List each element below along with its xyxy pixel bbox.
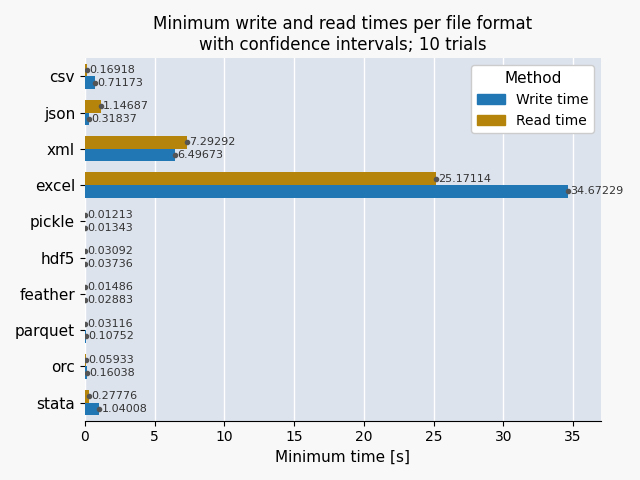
Legend: Write time, Read time: Write time, Read time <box>472 65 594 133</box>
Bar <box>85 136 187 149</box>
Text: 0.71173: 0.71173 <box>97 78 143 88</box>
Text: 0.27776: 0.27776 <box>91 391 137 401</box>
Text: 0.01213: 0.01213 <box>87 210 133 220</box>
Bar <box>85 185 568 198</box>
Text: 0.31837: 0.31837 <box>92 114 137 124</box>
Bar <box>85 112 90 125</box>
Bar <box>85 172 436 185</box>
Bar <box>85 63 87 76</box>
Text: 34.67229: 34.67229 <box>571 186 624 196</box>
Bar <box>85 330 86 343</box>
Title: Minimum write and read times per file format
with confidence intervals; 10 trial: Minimum write and read times per file fo… <box>154 15 532 54</box>
Text: 0.03092: 0.03092 <box>88 246 133 256</box>
Text: 0.16918: 0.16918 <box>90 65 135 75</box>
Text: 25.17114: 25.17114 <box>438 174 491 184</box>
Bar <box>85 149 175 161</box>
Text: 0.01486: 0.01486 <box>87 282 133 292</box>
Bar <box>85 403 99 415</box>
Text: 1.04008: 1.04008 <box>102 404 147 414</box>
Text: 0.03736: 0.03736 <box>88 259 133 269</box>
Text: 1.14687: 1.14687 <box>103 101 149 111</box>
Bar <box>85 354 86 366</box>
Bar <box>85 390 89 403</box>
X-axis label: Minimum time [s]: Minimum time [s] <box>275 450 410 465</box>
Text: 0.03116: 0.03116 <box>88 319 133 329</box>
Bar <box>85 76 95 89</box>
Bar <box>85 366 87 379</box>
Text: 0.05933: 0.05933 <box>88 355 134 365</box>
Bar <box>85 100 101 112</box>
Text: 0.10752: 0.10752 <box>88 331 134 341</box>
Text: 0.01343: 0.01343 <box>87 223 133 233</box>
Text: 0.16038: 0.16038 <box>89 368 135 378</box>
Text: 7.29292: 7.29292 <box>189 137 235 147</box>
Text: 0.02883: 0.02883 <box>87 295 133 305</box>
Text: 6.49673: 6.49673 <box>177 150 223 160</box>
